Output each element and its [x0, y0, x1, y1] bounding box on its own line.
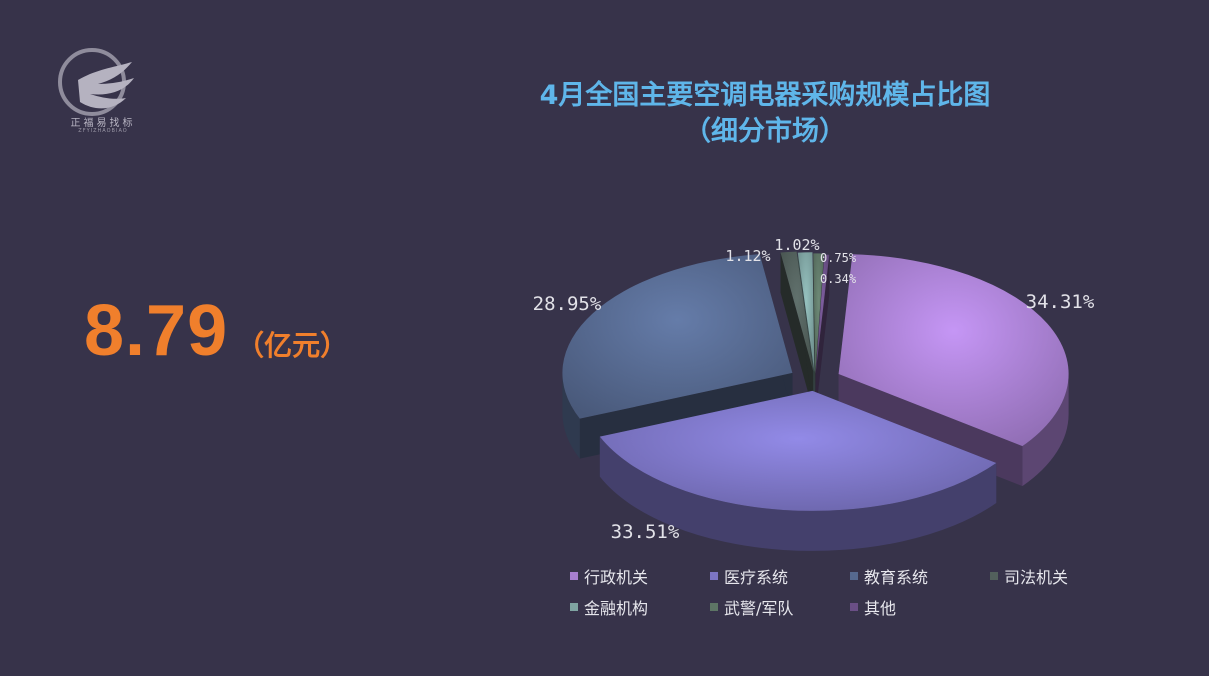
pie-slice-2 [562, 254, 793, 419]
pie-slice-cut-wall [780, 252, 814, 412]
pie-slice-cut-wall [815, 254, 830, 415]
logo-subtext: ZFYIZHAOBIAO [78, 128, 128, 134]
legend-row: 行政机关 医疗系统 教育系统 司法机关 [570, 560, 1130, 591]
pie-slice-outer-wall [1022, 374, 1069, 487]
pie-slice-outer-wall [562, 372, 580, 459]
chart-title-line1: 4月全国主要空调电器采购规模占比图 [539, 80, 991, 111]
chart-title-line2: （细分市场） [684, 116, 846, 147]
data-label: 0.75% [820, 251, 857, 265]
legend-swatch [850, 571, 858, 580]
logo-emblem [58, 48, 134, 116]
legend-item: 武警/军队 [710, 595, 850, 619]
legend-label: 行政机关 [584, 567, 649, 587]
pie-slice-0 [838, 254, 1069, 447]
legend-swatch [710, 571, 718, 580]
pie-slice-outer-wall [599, 436, 997, 551]
total-amount: 8.79 （亿元） [84, 290, 348, 372]
legend-label: 教育系统 [864, 567, 929, 587]
pie-slice-3 [780, 251, 814, 372]
legend-item: 行政机关 [570, 564, 710, 588]
logo-text: 正福易找标 [70, 118, 136, 129]
legend-swatch [850, 602, 858, 611]
data-label: 0.34% [820, 272, 857, 286]
legend-swatch [570, 602, 578, 611]
legend-swatch [990, 571, 998, 580]
legend-label: 司法机关 [1004, 567, 1069, 587]
legend-label: 医疗系统 [724, 567, 789, 587]
eagle-icon [78, 62, 134, 109]
data-label: 28.95% [533, 293, 602, 315]
legend-label: 武警/军队 [724, 598, 794, 618]
pie-slice-6 [815, 254, 830, 375]
chart-title: 4月全国主要空调电器采购规模占比图 （细分市场） [440, 78, 1090, 150]
data-label: 1.12% [725, 247, 770, 265]
chart-legend: 行政机关 医疗系统 教育系统 司法机关金融机构 武警/军队 其他 [570, 560, 1130, 622]
data-label: 33.51% [611, 521, 680, 543]
legend-swatch [710, 602, 718, 611]
pie-slice-cut-wall [813, 253, 816, 414]
data-label: 34.31% [1026, 291, 1095, 313]
legend-row: 金融机构 武警/军队 其他 [570, 591, 1130, 622]
legend-item: 教育系统 [850, 564, 990, 588]
legend-label: 其他 [864, 598, 897, 618]
legend-item: 医疗系统 [710, 564, 850, 588]
legend-item: 其他 [850, 595, 990, 619]
pie-slice-5 [813, 253, 825, 374]
legend-label: 金融机构 [584, 598, 649, 618]
legend-swatch [570, 571, 578, 580]
total-amount-value: 8.79 [84, 291, 229, 371]
pie-slice-4 [797, 252, 815, 373]
legend-item: 金融机构 [570, 595, 710, 619]
total-amount-unit: （亿元） [236, 329, 349, 362]
data-label: 1.02% [774, 236, 819, 254]
pie-slice-1 [599, 390, 997, 511]
legend-item: 司法机关 [990, 564, 1130, 588]
